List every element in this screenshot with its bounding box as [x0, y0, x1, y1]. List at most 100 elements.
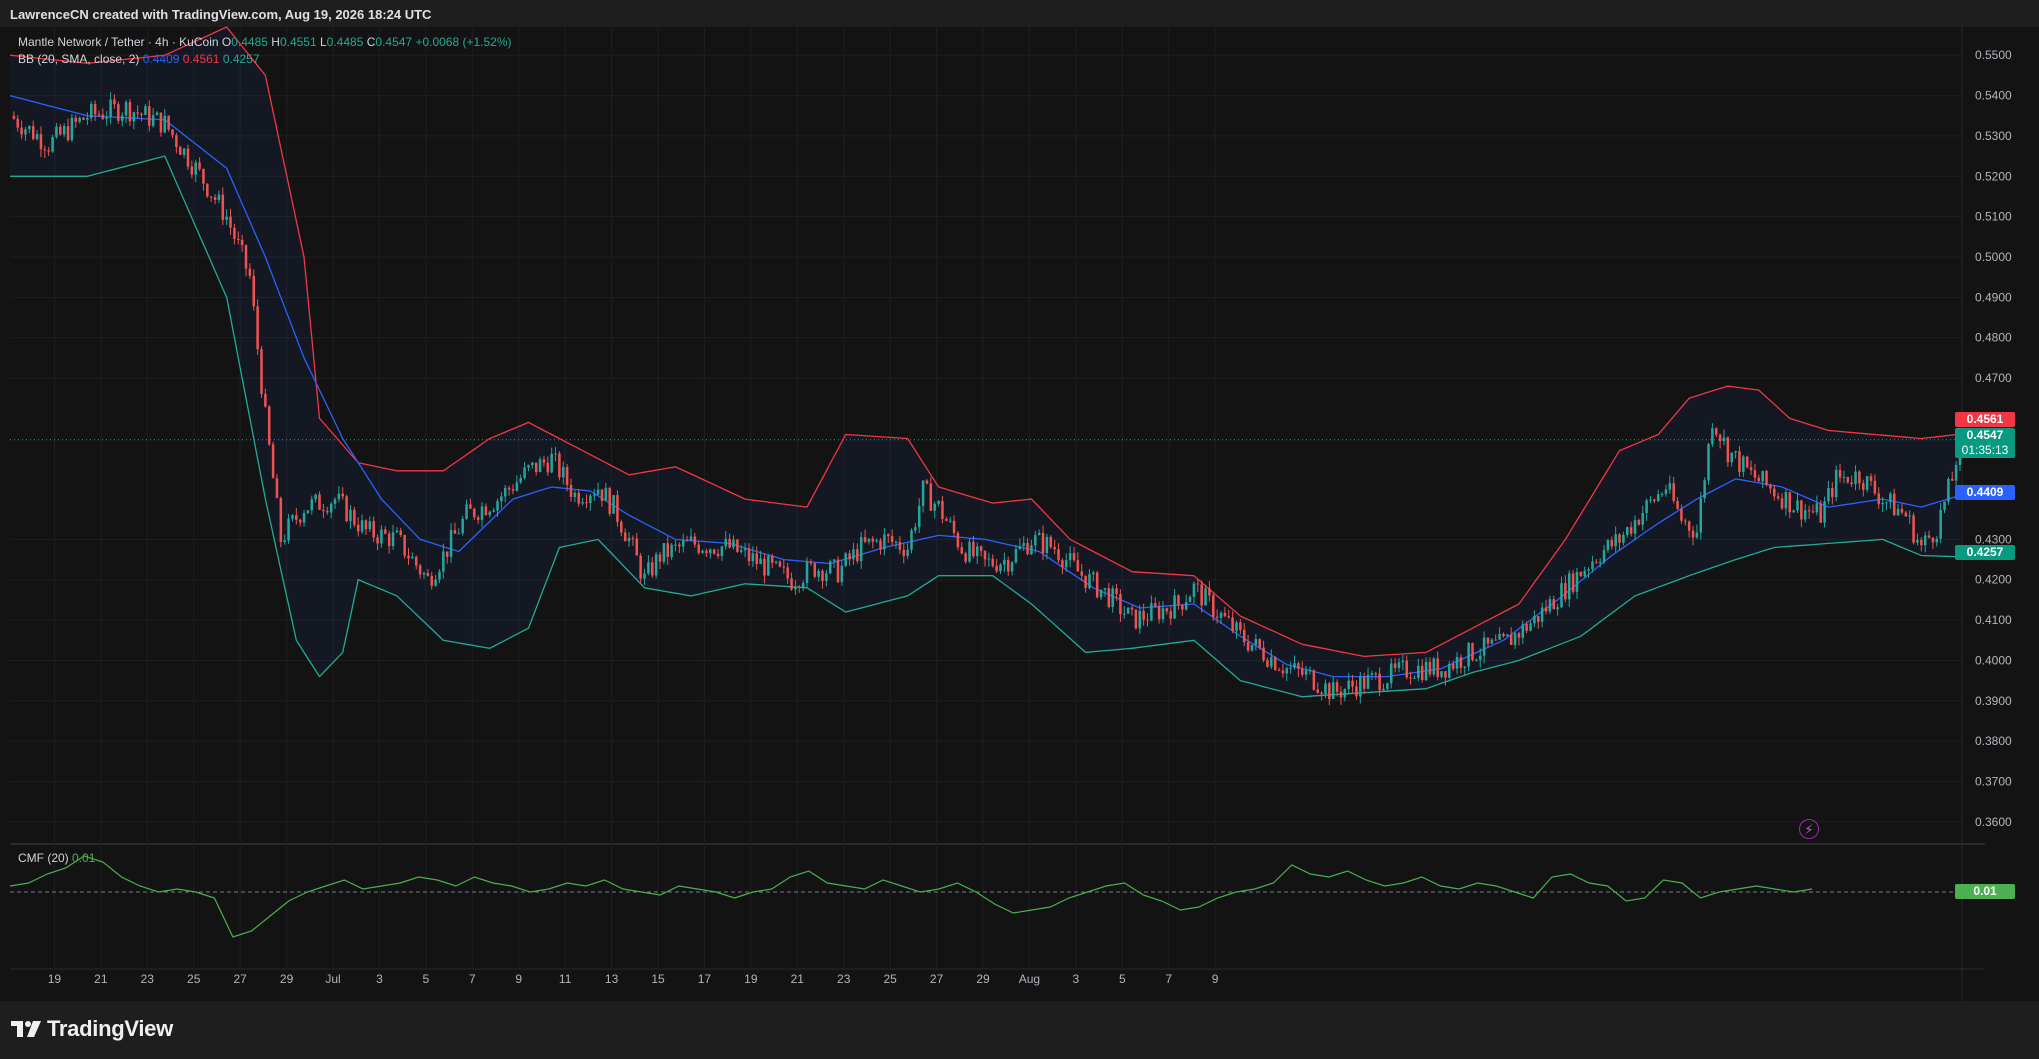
candle-body: [1316, 689, 1319, 693]
candle: [384, 526, 387, 535]
candle: [465, 499, 468, 520]
candle-body: [411, 556, 414, 559]
candle: [1444, 670, 1447, 686]
candle-body: [1304, 670, 1308, 675]
candle-body: [1587, 569, 1590, 571]
candle: [356, 517, 360, 537]
candle: [1633, 515, 1637, 541]
candle-body: [1386, 683, 1389, 689]
candle-body: [1699, 498, 1703, 533]
y-tick-label: 0.5300: [1975, 129, 2012, 143]
candle: [1525, 621, 1528, 634]
candle-body: [186, 148, 190, 167]
candle: [484, 503, 488, 516]
candle-body: [1010, 562, 1014, 572]
candle-body: [39, 134, 43, 150]
price-chart[interactable]: 0.5500 0.5400 0.5300 0.5200 0.5100 0.5000 0.49…: [0, 0, 2039, 1001]
candle: [852, 542, 855, 565]
candle: [840, 560, 844, 586]
candle-body: [1606, 540, 1610, 551]
candle-body: [1649, 499, 1652, 501]
candle-body: [770, 555, 774, 563]
y-tick-label: 0.3900: [1975, 694, 2012, 708]
candle-body: [1146, 619, 1149, 621]
tradingview-logo[interactable]: TradingView: [11, 1016, 173, 1042]
candle-body: [1722, 437, 1726, 442]
candle: [1405, 655, 1408, 680]
candle: [1753, 463, 1757, 482]
candle-body: [852, 549, 855, 560]
candle: [894, 540, 898, 549]
candle: [1316, 682, 1319, 694]
candle-body: [1169, 611, 1172, 619]
candle: [821, 568, 824, 589]
candle-body: [1769, 484, 1772, 489]
candle-body: [1672, 483, 1675, 501]
candle-body: [689, 536, 693, 541]
candle-body: [546, 462, 550, 473]
candle: [995, 558, 998, 574]
x-tick-label: Aug: [1019, 972, 1040, 986]
candle-body: [252, 275, 256, 307]
candle: [1293, 655, 1296, 670]
y-tick-label: 0.3800: [1975, 734, 2012, 748]
candle: [1092, 570, 1095, 582]
candle: [1130, 605, 1134, 616]
candle: [1076, 552, 1080, 572]
candle-body: [948, 520, 952, 522]
candle: [1165, 607, 1169, 615]
candle-body: [1927, 535, 1931, 538]
lightning-icon[interactable]: ⚡: [1799, 819, 1819, 839]
candle-body: [1235, 622, 1238, 631]
candle: [295, 508, 298, 525]
candle-body: [28, 126, 31, 130]
candle: [1428, 657, 1432, 677]
candle: [283, 534, 286, 545]
candle-body: [755, 553, 758, 565]
candle-body: [1080, 571, 1083, 576]
candle: [848, 550, 851, 566]
candle: [148, 100, 151, 132]
candle: [763, 553, 766, 584]
bb-label[interactable]: BB (20, SMA, close, 2): [18, 52, 140, 66]
candle-body: [1448, 664, 1451, 678]
symbol-name[interactable]: Mantle Network / Tether · 4h · KuCoin: [18, 35, 219, 49]
candle-body: [743, 548, 747, 551]
candle: [1103, 587, 1107, 597]
candle-body: [1030, 545, 1033, 555]
candle-body: [1382, 688, 1385, 691]
candle: [1745, 455, 1749, 469]
candle-body: [1560, 583, 1563, 608]
candle: [767, 553, 770, 576]
candle-body: [1892, 493, 1896, 516]
candle-body: [492, 510, 495, 512]
candle-body: [1301, 668, 1304, 675]
candle-body: [867, 538, 871, 542]
candle-body: [1792, 510, 1795, 513]
candle-body: [1022, 543, 1025, 547]
candle-body: [592, 494, 596, 496]
candle-body: [1529, 623, 1532, 631]
candle-body: [418, 565, 422, 575]
candle-body: [828, 561, 832, 574]
candle: [260, 346, 263, 398]
candle: [612, 494, 615, 514]
candle: [1649, 495, 1652, 504]
candle-body: [449, 530, 453, 557]
x-tick-label: 17: [698, 972, 712, 986]
candle: [1695, 524, 1699, 539]
candle: [1800, 499, 1803, 528]
candle: [1239, 619, 1242, 635]
candle: [1312, 669, 1316, 692]
candle: [1892, 488, 1896, 516]
candle-body: [1776, 496, 1780, 499]
candle-body: [407, 555, 410, 559]
candle: [333, 497, 337, 509]
candle-body: [1707, 444, 1710, 481]
candle: [442, 543, 445, 579]
candle: [1034, 531, 1037, 553]
candle-body: [623, 532, 627, 542]
candle-body: [1115, 588, 1118, 595]
bb-upper-value: 0.4561: [182, 52, 220, 66]
cmf-label[interactable]: CMF (20): [18, 851, 69, 865]
